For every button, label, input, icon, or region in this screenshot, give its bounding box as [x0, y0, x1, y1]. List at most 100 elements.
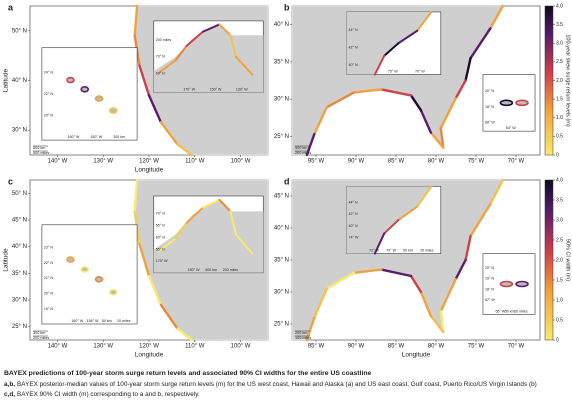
inset-label: 150° W — [210, 87, 222, 91]
colorbar-tick-label: 3.0 — [556, 41, 563, 47]
inset-label: 70° N — [156, 55, 165, 59]
inset-label: 72° W — [369, 249, 379, 253]
island — [499, 99, 514, 107]
lat-tick-label: 30° N — [274, 290, 289, 296]
coastline-segment — [147, 94, 163, 124]
lat-tick-label: 40° N — [12, 244, 27, 250]
lat-tick-label: 45° N — [12, 218, 27, 224]
inset-label: 65° N — [156, 223, 165, 227]
lat-tick-label: 25° N — [274, 322, 289, 328]
colorbar-tick-label: 1.5 — [556, 277, 563, 283]
inset-label: 24° N — [44, 70, 53, 74]
y-axis-label: Latitude — [3, 248, 10, 272]
inset-label: 42° N — [349, 212, 358, 216]
lon-tick-label: 130° W — [93, 344, 113, 350]
inset-label: 42° N — [349, 46, 358, 50]
inset-land — [346, 186, 432, 254]
inset-label: 22° N — [44, 92, 53, 96]
inset-label: 200 miles — [223, 268, 239, 272]
colorbar-tick-label: 4.0 — [556, 3, 563, 9]
inset-label: 160° W — [68, 135, 80, 139]
island — [109, 288, 118, 296]
colorbar-tick-label: 2.0 — [556, 78, 563, 84]
island — [109, 107, 118, 114]
coastline-segment — [176, 143, 194, 157]
lat-tick-label: 45° N — [274, 194, 289, 200]
coastline-segment — [202, 198, 221, 209]
inset-label: 67° W — [485, 298, 495, 302]
inset-label: 40° N — [349, 224, 358, 228]
island — [66, 256, 75, 263]
inset-label: 20° N — [44, 292, 53, 296]
lon-tick-label: 80° W — [428, 344, 445, 350]
lon-tick-label: 95° W — [308, 344, 325, 350]
inset-label: 70° W — [415, 69, 425, 73]
colorbar-title: 100-year skew surge return levels (m) — [565, 34, 571, 126]
coastline-segment — [313, 106, 328, 136]
island — [80, 266, 90, 273]
coastline-segment — [158, 237, 177, 253]
lon-tick-label: 90° W — [348, 159, 365, 165]
coastline-segment — [325, 91, 356, 109]
inset-label: 170° W — [183, 87, 195, 91]
coastline-segment — [380, 268, 413, 278]
coastline-segment — [159, 121, 179, 146]
island — [66, 76, 75, 84]
inset-land — [153, 24, 264, 93]
island — [94, 95, 104, 102]
inset-label: 65° W — [495, 309, 505, 313]
colorbar-tick-label: 3.5 — [556, 22, 563, 28]
inset-label: 20 miles — [514, 309, 528, 313]
island — [94, 276, 104, 283]
coastline-segment — [176, 327, 194, 342]
coastline-segment — [234, 55, 254, 76]
inset-label: 44° N — [349, 200, 358, 204]
y-axis-label: Latitude — [3, 69, 10, 93]
inset-label: 50 km — [505, 309, 515, 313]
coastline-segment — [133, 4, 139, 37]
scale-label: 200 miles — [33, 336, 49, 340]
colorbar-tick-label: 3.5 — [556, 197, 563, 203]
lon-tick-label: 100° W — [231, 159, 251, 165]
coastline-segment — [352, 88, 383, 94]
inset-label: 150° W — [188, 268, 200, 272]
coastline-segment — [174, 221, 188, 240]
caption-line: c,d, BAYEX 90% CI width (m) corresponding… — [4, 391, 200, 398]
lon-tick-label: 75° W — [468, 344, 485, 350]
coastline-segment — [397, 205, 419, 221]
coastline-segment — [469, 202, 492, 238]
scale-label: 500 km — [33, 146, 45, 150]
inset-label: 18° N — [485, 287, 494, 291]
lat-tick-label: 50° N — [12, 191, 27, 197]
colorbar-tick-label: 1.5 — [556, 96, 563, 102]
scale-label: 500 km — [295, 146, 307, 150]
colorbar-title: 90% CI width (m) — [565, 239, 571, 281]
lon-tick-label: 85° W — [388, 344, 405, 350]
coastline-segment — [489, 178, 504, 206]
scale-label: 300 km — [33, 331, 45, 335]
inset-label: 55° N — [156, 247, 165, 251]
lon-tick-label: 120° W — [139, 344, 159, 350]
inset-label: 18° N — [485, 105, 494, 109]
coastline-segment — [185, 206, 205, 224]
inset-label: 68° W — [485, 121, 495, 125]
scale-label: 100 miles — [295, 336, 311, 340]
coastline-segment — [159, 303, 179, 330]
panel-label: a — [8, 2, 14, 12]
lon-tick-label: 80° W — [428, 159, 445, 165]
caption-title: BAYEX predictions of 100-year storm surg… — [4, 370, 371, 377]
inset-label: 40° N — [349, 63, 358, 67]
island — [80, 85, 90, 93]
coastline-segment — [234, 233, 254, 255]
caption-line-text: BAYEX posterior-median values of 100-yea… — [17, 381, 537, 388]
coastline-segment — [409, 94, 423, 112]
inset-label: 150° W — [90, 135, 102, 139]
colorbar — [544, 5, 554, 156]
coastline-segment — [185, 30, 205, 47]
coastline-segment — [419, 290, 433, 318]
x-axis-label: Longitude — [402, 352, 431, 359]
panel-label: d — [284, 176, 290, 186]
caption-line-label: a,b, — [4, 381, 15, 388]
scale-label: 200 miles — [295, 151, 311, 155]
